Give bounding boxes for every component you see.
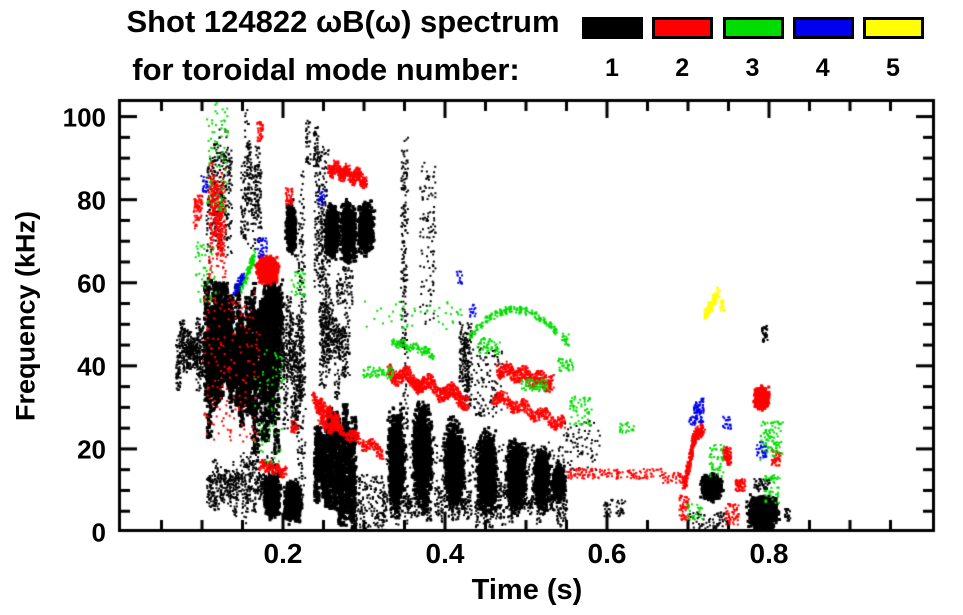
- y-tick-0: 0: [91, 517, 106, 548]
- x-axis-label: Time (s): [471, 574, 583, 606]
- x-tick-0.4: 0.4: [425, 538, 465, 569]
- legend-label-mode-3: 3: [745, 54, 760, 82]
- plot-title-line1: Shot 124822 ωB(ω) spectrum: [126, 4, 560, 39]
- y-tick-60: 60: [77, 268, 106, 299]
- y-tick-20: 20: [77, 434, 106, 465]
- legend-swatch-mode-5: [863, 17, 924, 39]
- legend-swatch-mode-1: [582, 17, 643, 39]
- legend-label-mode-2: 2: [675, 54, 690, 82]
- y-tick-40: 40: [77, 351, 106, 382]
- y-axis-label: Frequency (kHz): [10, 210, 41, 422]
- legend-label-mode-5: 5: [886, 54, 900, 82]
- y-tick-100: 100: [62, 102, 106, 133]
- plot-title-line2: for toroidal mode number:: [132, 52, 520, 87]
- legend-swatch-mode-2: [652, 17, 714, 39]
- legend-label-mode-1: 1: [605, 54, 619, 82]
- y-tick-80: 80: [77, 185, 106, 216]
- legend-swatch-mode-3: [722, 17, 784, 39]
- legend-label-mode-4: 4: [815, 54, 830, 82]
- x-tick-0.8: 0.8: [749, 538, 789, 569]
- x-tick-0.2: 0.2: [263, 538, 303, 569]
- legend-swatch-mode-4: [792, 17, 854, 39]
- x-tick-0.6: 0.6: [587, 538, 627, 569]
